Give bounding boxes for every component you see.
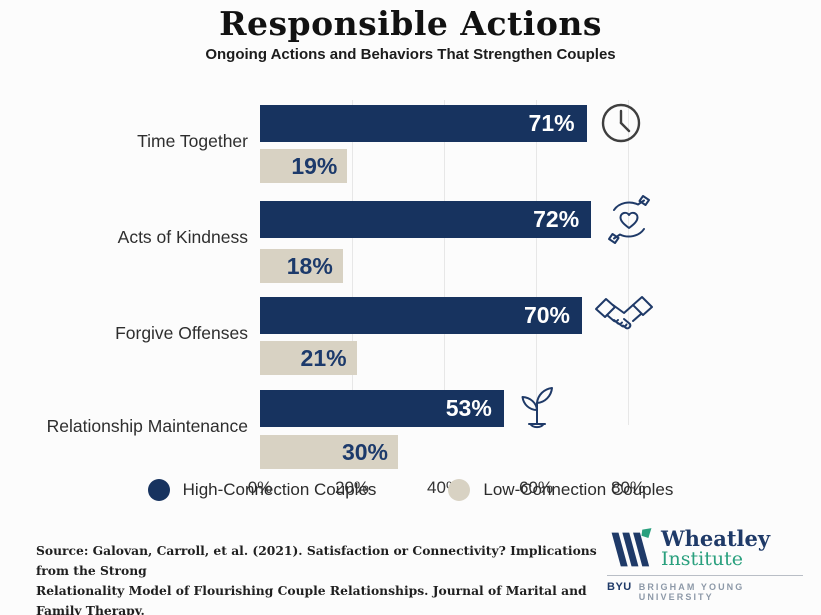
source-line-2: Relationality Model of Flourishing Coupl… (36, 582, 587, 615)
bar-group-time-together: Time Together 71% 19% (137, 100, 720, 183)
legend-item-low-connection: Low-Connection Couples (448, 479, 673, 501)
x-axis: 0% 20% 40% 60% 80% (248, 478, 720, 502)
logo-university-text: BRIGHAM YOUNG UNIVERSITY (638, 582, 745, 602)
gridline-40 (444, 100, 445, 425)
x-tick: 0% (247, 478, 273, 497)
x-tick: 60% (518, 478, 554, 497)
bar-low-connection: 19% (260, 149, 348, 183)
logo-institute-text: Institute (661, 547, 743, 570)
bar-value-label: 21% (300, 344, 347, 371)
clock-icon (598, 100, 644, 146)
legend-label: High-Connection Couples (182, 480, 377, 499)
bar-value-label: 53% (445, 394, 492, 421)
bar-group-relationship-maintenance: Relationship Maintenance 53% (47, 384, 720, 469)
handshake-icon (593, 292, 655, 338)
bar-value-label: 18% (286, 252, 333, 279)
bar-value-label: 72% (533, 205, 580, 232)
category-label: Forgive Offenses (115, 323, 248, 343)
wheatley-w-mark-icon (607, 527, 653, 569)
chart-subtitle: Ongoing Actions and Behaviors That Stren… (205, 46, 616, 63)
bar-high-connection: 53% (260, 389, 504, 427)
bar-value-label: 19% (291, 152, 338, 179)
logo-wheatley-text: Wheatley (661, 525, 771, 551)
bar-low-connection: 18% (260, 249, 343, 283)
plot-area: Time Together 71% 19% (47, 100, 720, 502)
category-label: Time Together (137, 131, 248, 151)
legend: High-Connection Couples Low-Connection C… (0, 479, 821, 501)
bar-high-connection: 71% (260, 104, 587, 142)
bar-group-forgive-offenses: Forgive Offenses 70% (115, 292, 720, 375)
wheatley-institute-logo: Wheatley Institute BYU BRIGHAM YOUNG UNI… (607, 527, 803, 602)
logo-byu-text: BYU (607, 581, 632, 593)
legend-swatch-high (147, 479, 170, 501)
legend-swatch-low (448, 479, 471, 501)
bar-high-connection: 70% (260, 296, 582, 334)
bar-high-connection: 72% (260, 200, 592, 238)
category-label: Relationship Maintenance (46, 416, 248, 436)
legend-item-high-connection: High-Connection Couples (147, 479, 377, 501)
bar-value-label: 70% (523, 301, 570, 328)
x-tick: 20% (334, 478, 370, 497)
bar-group-acts-of-kindness: Acts of Kindness 72% 18% (118, 192, 720, 283)
category-label: Acts of Kindness (117, 227, 248, 247)
hands-heart-icon (602, 192, 656, 246)
bar-value-label: 30% (341, 438, 388, 465)
source-citation: Source: Galovan, Carroll, et al. (2021).… (36, 541, 606, 615)
source-line-1: Source: Galovan, Carroll, et al. (2021).… (36, 543, 597, 578)
gridline-80 (628, 100, 629, 425)
logo-divider (607, 575, 803, 576)
bar-low-connection: 21% (260, 341, 357, 375)
bar-low-connection: 30% (260, 435, 398, 469)
chart-title: Responsible Actions (219, 4, 602, 43)
gridline-60 (536, 100, 537, 425)
x-tick: 80% (610, 478, 646, 497)
sprout-icon (515, 384, 559, 432)
gridline-20 (352, 100, 353, 425)
legend-label: Low-Connection Couples (483, 480, 674, 499)
bar-value-label: 71% (528, 109, 575, 136)
